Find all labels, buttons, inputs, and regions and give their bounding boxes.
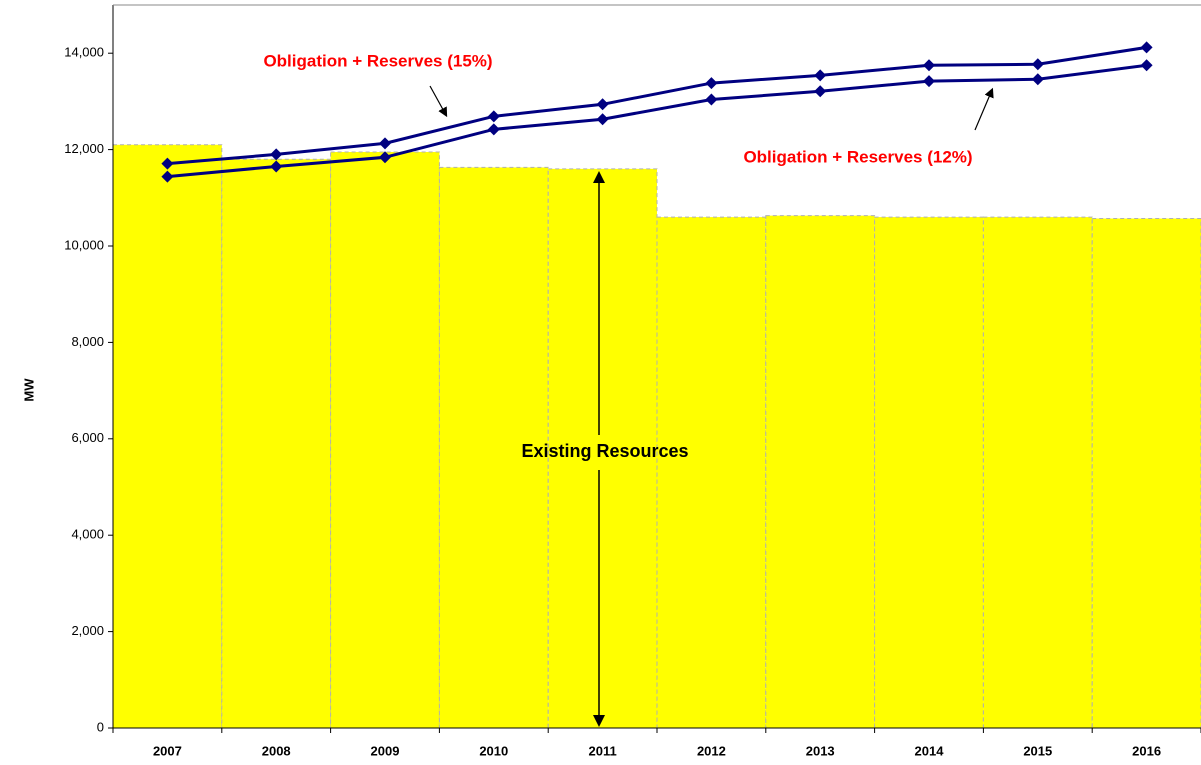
marker: [1140, 41, 1153, 54]
marker: [705, 77, 718, 90]
leader-line: [974, 87, 994, 131]
marker: [1031, 73, 1044, 86]
marker: [1140, 59, 1153, 72]
bar: [330, 151, 440, 729]
line: [167, 45, 1147, 166]
marker: [596, 113, 609, 126]
line: [167, 63, 1147, 179]
marker: [379, 137, 391, 150]
y-tick-label: 10,000: [64, 237, 104, 252]
plot-area: 0 2,000 4,000 6,000 8,000 10,000 12,000 14,000 2…: [64, 4, 1201, 758]
x-tick-label: 2015: [1023, 743, 1052, 758]
x-tick-label: 2009: [371, 743, 400, 758]
bar: [982, 216, 1093, 729]
marker: [596, 98, 609, 111]
y-tick-label: 4,000: [71, 527, 104, 542]
bar: [112, 144, 223, 729]
x-tick-label: 2008: [262, 743, 291, 758]
annotation: Existing Resources: [521, 441, 688, 461]
marker: [161, 170, 174, 183]
y-tick-label: 6,000: [71, 430, 104, 445]
y-tick-label: 12,000: [64, 141, 104, 156]
y-tick-label: 0: [97, 719, 104, 734]
annotation: Obligation + Reserves (12%): [743, 147, 972, 166]
marker: [705, 93, 718, 106]
marker: [379, 151, 391, 164]
x-tick-label: 2011: [588, 743, 616, 758]
bar: [874, 216, 984, 729]
x-tick-label: 2010: [479, 743, 508, 758]
bar: [221, 158, 332, 729]
bar: [438, 166, 549, 729]
y-tick-label: 14,000: [64, 45, 104, 60]
x-tick-label: 2012: [697, 743, 726, 758]
x-tick-label: 2007: [153, 743, 182, 758]
marker: [1031, 58, 1044, 71]
bar: [547, 168, 658, 729]
marker: [923, 59, 935, 72]
marker: [270, 160, 283, 173]
marker: [487, 110, 500, 123]
y-axis-label: MW: [21, 378, 36, 402]
y-tick-label: 2,000: [71, 623, 104, 638]
marker: [161, 157, 174, 170]
marker: [814, 69, 827, 82]
leader-line: [429, 85, 448, 118]
bar: [1091, 218, 1201, 729]
annotation: Obligation + Reserves (15%): [263, 51, 492, 70]
marker: [487, 123, 500, 136]
x-tick-label: 2014: [915, 743, 945, 758]
marker: [814, 85, 827, 98]
marker: [270, 148, 283, 161]
x-tick-label: 2013: [806, 743, 835, 758]
x-tick-label: 2016: [1132, 743, 1161, 758]
bar: [765, 215, 876, 729]
y-tick-label: 8,000: [71, 334, 104, 349]
bar: [656, 216, 767, 729]
marker: [923, 75, 935, 88]
